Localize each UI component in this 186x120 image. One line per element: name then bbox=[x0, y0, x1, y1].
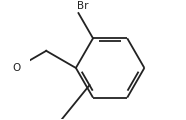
Text: O: O bbox=[12, 63, 21, 73]
Text: Br: Br bbox=[77, 1, 89, 11]
